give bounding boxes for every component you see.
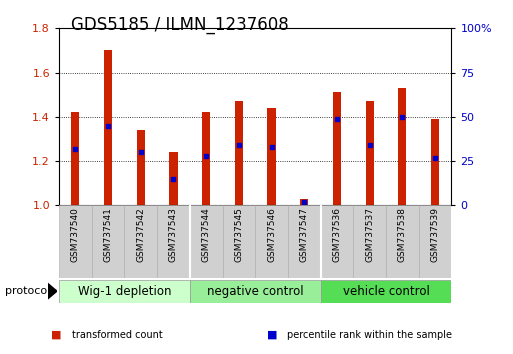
Text: Wig-1 depletion: Wig-1 depletion <box>77 285 171 298</box>
Bar <box>202 113 210 205</box>
Bar <box>333 92 341 205</box>
Bar <box>235 101 243 205</box>
Text: transformed count: transformed count <box>72 330 163 339</box>
Text: protocol: protocol <box>5 286 50 296</box>
Text: GSM737536: GSM737536 <box>332 207 342 263</box>
Text: percentile rank within the sample: percentile rank within the sample <box>287 330 452 339</box>
Bar <box>321 280 451 303</box>
Text: GSM737547: GSM737547 <box>300 207 309 262</box>
Bar <box>267 108 275 205</box>
Bar <box>398 88 406 205</box>
Bar <box>419 205 451 278</box>
Text: GSM737544: GSM737544 <box>202 207 211 262</box>
Text: ■: ■ <box>267 330 277 339</box>
Text: GSM737542: GSM737542 <box>136 207 145 262</box>
Bar <box>124 205 157 278</box>
Bar <box>71 113 80 205</box>
Bar <box>300 199 308 205</box>
Bar <box>366 101 374 205</box>
Text: GSM737537: GSM737537 <box>365 207 374 263</box>
Bar <box>169 152 177 205</box>
Bar <box>190 280 321 303</box>
Bar <box>59 280 190 303</box>
Bar <box>386 205 419 278</box>
Bar <box>59 205 92 278</box>
Bar <box>157 205 190 278</box>
Bar <box>431 119 439 205</box>
Bar <box>255 205 288 278</box>
Bar <box>223 205 255 278</box>
Text: GSM737538: GSM737538 <box>398 207 407 263</box>
Bar <box>321 205 353 278</box>
Polygon shape <box>48 283 57 299</box>
Text: GSM737545: GSM737545 <box>234 207 243 262</box>
Text: vehicle control: vehicle control <box>343 285 429 298</box>
Text: negative control: negative control <box>207 285 304 298</box>
Text: GSM737541: GSM737541 <box>104 207 112 262</box>
Text: GSM737539: GSM737539 <box>430 207 440 263</box>
Text: ■: ■ <box>51 330 62 339</box>
Bar <box>288 205 321 278</box>
Text: GSM737546: GSM737546 <box>267 207 276 262</box>
Text: GSM737543: GSM737543 <box>169 207 178 262</box>
Bar <box>353 205 386 278</box>
Text: GSM737540: GSM737540 <box>71 207 80 262</box>
Bar <box>104 51 112 205</box>
Text: GDS5185 / ILMN_1237608: GDS5185 / ILMN_1237608 <box>71 16 288 34</box>
Bar <box>190 205 223 278</box>
Bar <box>136 130 145 205</box>
Bar <box>92 205 125 278</box>
